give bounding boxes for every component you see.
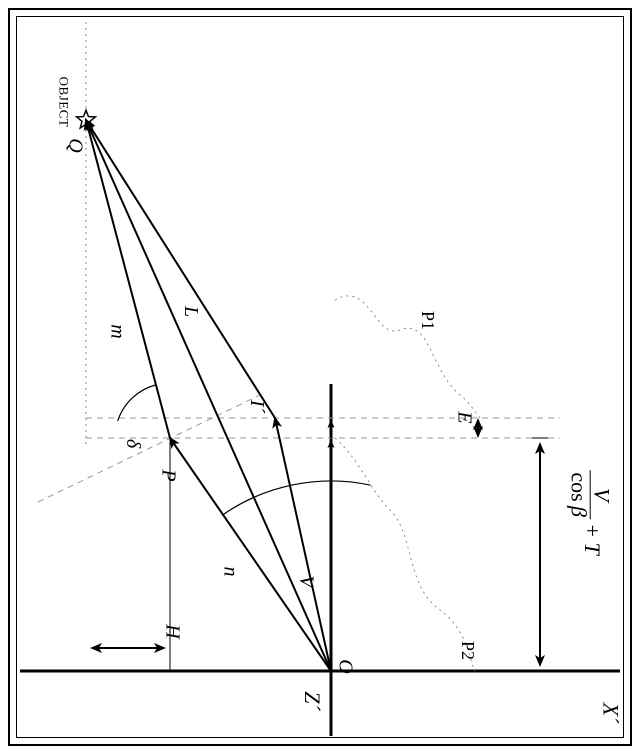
label-L: L (179, 306, 202, 317)
label-P1: P1 (417, 311, 438, 330)
point-Q-label: Q (64, 138, 87, 152)
axis-x-label: X´ (597, 703, 623, 724)
label-P2: P2 (457, 641, 478, 660)
point-I-label: I´ (245, 400, 268, 413)
label-formula: V cos β + T (568, 470, 613, 554)
label-m: m (106, 324, 129, 338)
label-delta: δ (121, 439, 144, 448)
label-object: OBJECT (55, 77, 71, 128)
label-E: E (453, 411, 476, 423)
label-n: n (219, 567, 242, 577)
point-O-label: O (334, 659, 357, 673)
axis-z-label: Z´ (299, 691, 325, 711)
diagram-svg (0, 0, 640, 754)
point-P-label: P (157, 469, 180, 481)
label-V: V (295, 575, 318, 587)
label-H: H (161, 624, 184, 638)
